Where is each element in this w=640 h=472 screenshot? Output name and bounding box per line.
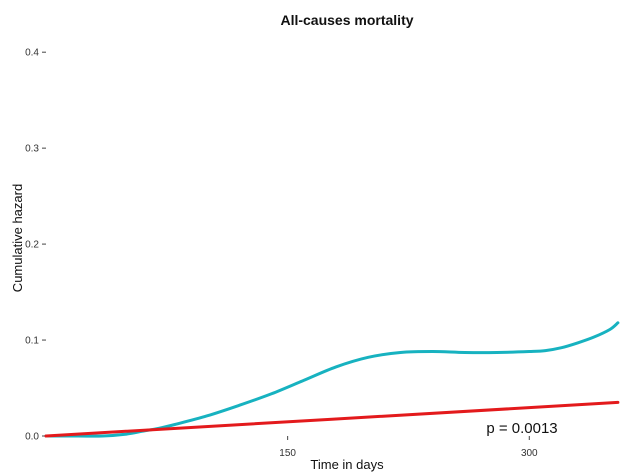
x-ticks: 150 300: [279, 436, 538, 459]
y-axis-label: Cumulative hazard: [10, 184, 25, 292]
p-value-annotation: p = 0.0013: [486, 420, 557, 437]
y-tick-label: 0.4: [25, 48, 39, 59]
y-tick-label: 0.0: [25, 432, 39, 443]
y-tick-label: 0.1: [25, 336, 39, 347]
y-ticks: 0.0 0.1 0.2 0.3 0.4: [25, 48, 46, 443]
x-tick-label: 300: [521, 448, 538, 459]
y-tick-label: 0.3: [25, 144, 39, 155]
x-axis-label: Time in days: [310, 457, 384, 472]
chart-title: All-causes mortality: [280, 12, 413, 28]
y-tick-label: 0.2: [25, 240, 39, 251]
series-line-2: [44, 400, 620, 438]
x-tick-label: 150: [279, 448, 296, 459]
series-layer: [44, 321, 620, 438]
